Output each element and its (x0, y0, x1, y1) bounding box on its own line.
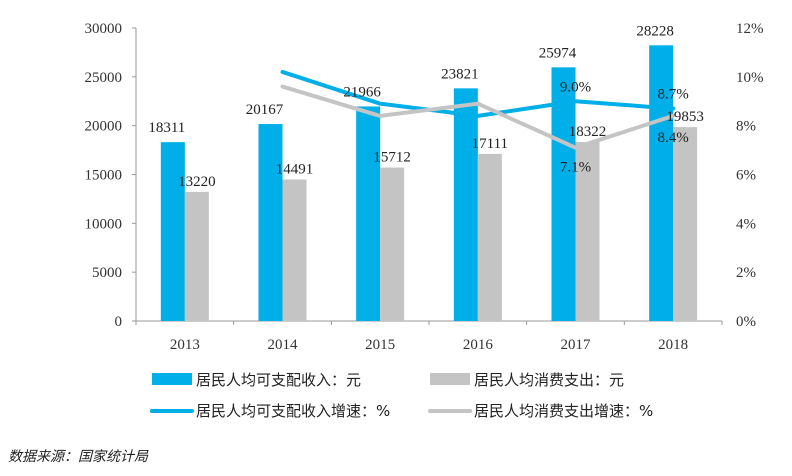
legend-label: 居民人均消费支出：元 (474, 371, 624, 389)
legend-label: 居民人均消费支出增速：% (474, 402, 653, 420)
expenditure-value-label: 13220 (178, 174, 216, 190)
x-tick-label: 2018 (658, 337, 688, 353)
income-value-label: 18311 (148, 120, 185, 136)
income-bar (258, 124, 283, 321)
left-tick-label: 5000 (92, 265, 122, 281)
expenditure-bar (477, 153, 502, 321)
income-bar (160, 142, 185, 321)
left-tick-label: 15000 (85, 168, 123, 184)
right-tick-label: 12% (736, 21, 764, 37)
income-value-label: 28228 (636, 23, 674, 39)
legend-label: 居民人均可支配收入增速：% (196, 402, 390, 420)
right-tick-label: 2% (736, 265, 756, 281)
right-tick-label: 0% (736, 314, 756, 330)
income-value-label: 25974 (539, 45, 577, 61)
expenditure-bar (282, 179, 307, 321)
left-tick-label: 20000 (85, 119, 123, 135)
expenditure-value-label: 14491 (276, 161, 314, 177)
income-bar (649, 45, 674, 322)
left-tick-label: 25000 (85, 70, 123, 86)
x-tick-label: 2017 (561, 337, 592, 353)
x-tick-label: 2013 (170, 337, 200, 353)
left-tick-label: 30000 (85, 21, 123, 37)
growth-rate-label: 9.0% (560, 79, 591, 95)
x-tick-label: 2014 (268, 337, 299, 353)
source-note: 数据来源：国家统计局 (8, 449, 148, 465)
expenditure-value-label: 19853 (666, 109, 704, 125)
income-bar (356, 106, 381, 322)
income-value-label: 23821 (441, 66, 479, 82)
income-value-label: 20167 (246, 102, 284, 118)
legend-swatch-bar (430, 373, 470, 385)
right-tick-label: 4% (736, 216, 756, 232)
left-tick-label: 10000 (85, 216, 123, 232)
left-tick-label: 0 (115, 314, 123, 330)
income-growth-line (280, 69, 676, 118)
expenditure-bar (673, 127, 698, 322)
expenditure-value-label: 18322 (569, 124, 607, 140)
bars (160, 45, 698, 322)
growth-rate-label: 8.4% (658, 130, 689, 146)
legend-swatch-bar (152, 373, 192, 385)
growth-rate-label: 7.1% (560, 160, 591, 176)
legend-label: 居民人均可支配收入：元 (196, 371, 361, 389)
x-tick-label: 2016 (463, 337, 494, 353)
data-labels: 18311 20167 21966 23821 25974 28228 13220 14491… (148, 23, 704, 190)
income-bar (453, 88, 478, 321)
income-value-label: 21966 (343, 84, 381, 100)
expenditure-value-label: 15712 (373, 150, 411, 166)
expenditure-bar (575, 142, 600, 321)
right-tick-label: 6% (736, 168, 756, 184)
growth-rate-label: 8.7% (658, 87, 689, 103)
right-tick-label: 10% (736, 70, 764, 86)
expenditure-bar (184, 191, 209, 321)
income-bar (551, 67, 576, 321)
x-tick-label: 2015 (365, 337, 395, 353)
lines (280, 69, 676, 150)
expenditure-growth-line (280, 84, 676, 150)
expenditure-value-label: 17111 (472, 136, 508, 152)
expenditure-bar (380, 167, 405, 321)
axes: 0 5000 10000 15000 20000 25000 30000 0% 2% 4% 6% 8%… (85, 21, 764, 353)
right-tick-label: 8% (736, 119, 756, 135)
